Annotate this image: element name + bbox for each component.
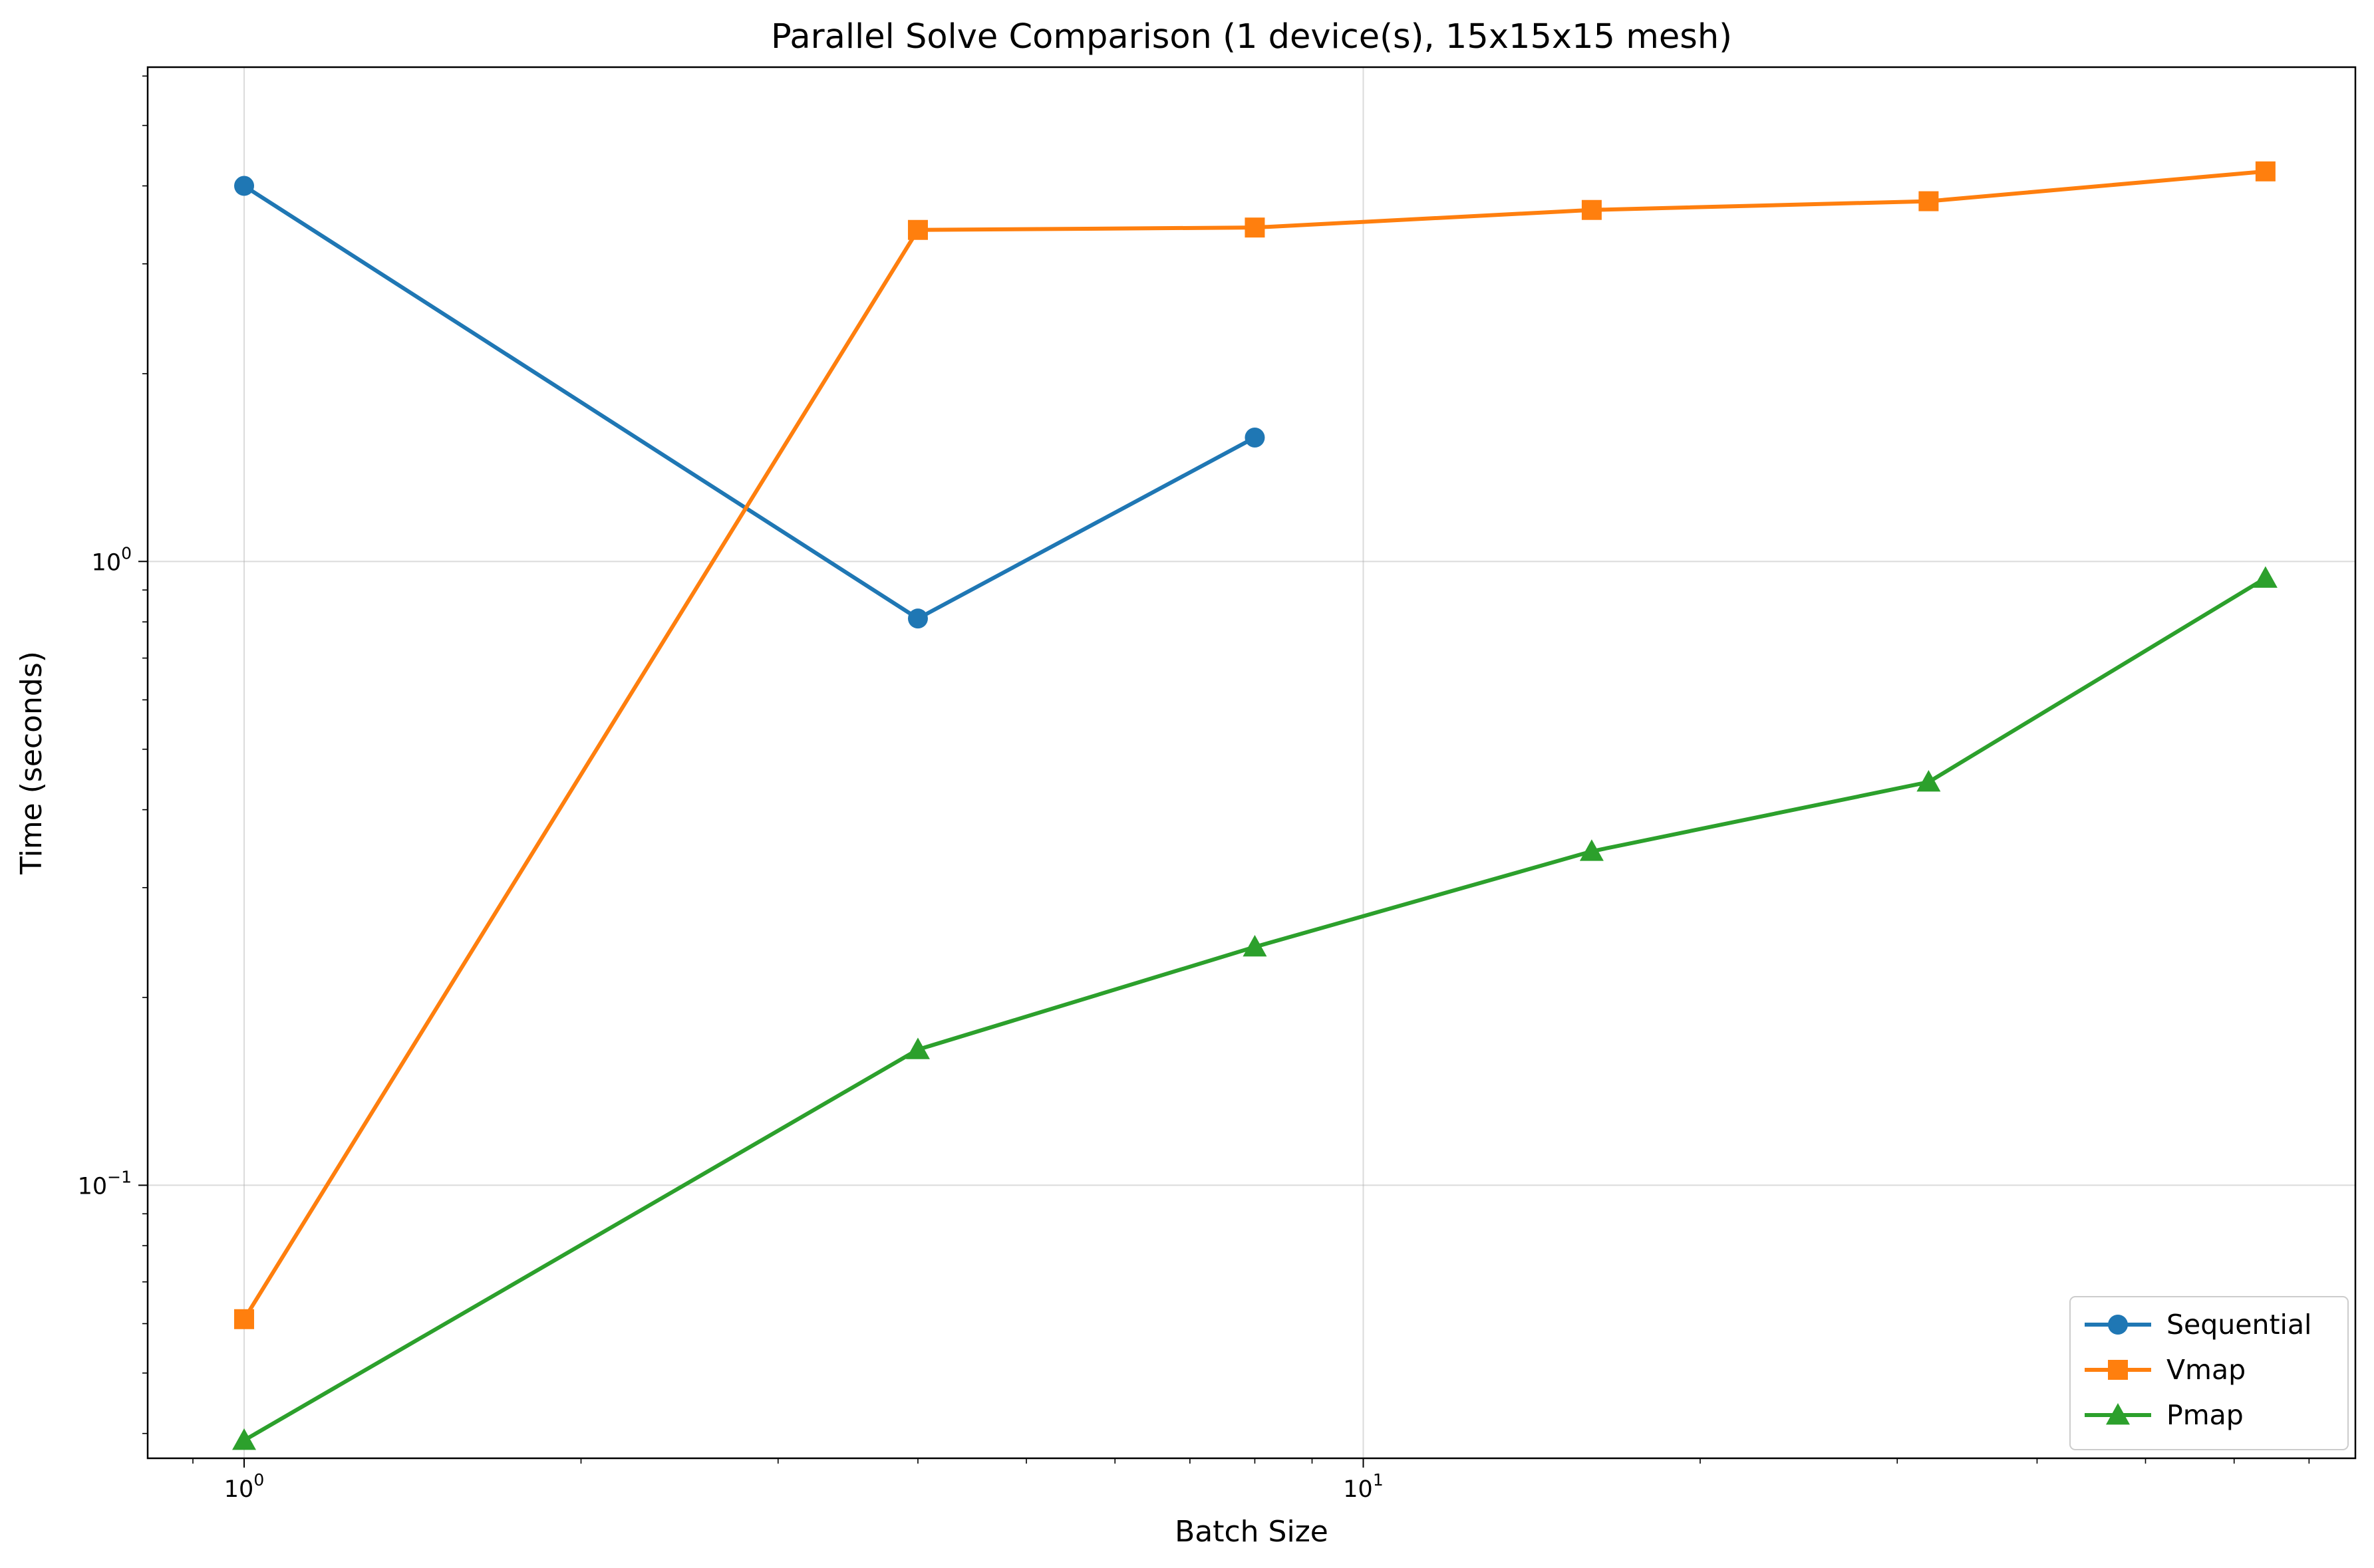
- data-point-pmap: [232, 1428, 257, 1450]
- legend-label: Vmap: [2166, 1354, 2246, 1386]
- legend-marker-circle: [2108, 1315, 2128, 1335]
- data-point-pmap: [2253, 566, 2278, 588]
- legend-item-vmap: Vmap: [2085, 1354, 2246, 1386]
- series-vmap: [234, 161, 2276, 1329]
- legend-item-pmap: Pmap: [2085, 1399, 2244, 1431]
- data-point-vmap: [1918, 191, 1939, 211]
- data-point-vmap: [907, 219, 928, 240]
- legend-marker-square: [2108, 1360, 2128, 1380]
- legend: Sequential Vmap Pmap: [2069, 1296, 2349, 1450]
- data-point-pmap: [1916, 770, 1941, 792]
- y-tick-label: 100: [92, 543, 132, 576]
- legend-label: Pmap: [2166, 1399, 2244, 1431]
- series-line-pmap: [241, 575, 2268, 1444]
- data-point-vmap: [234, 1309, 255, 1329]
- y-axis-label: Time (seconds): [15, 651, 49, 875]
- chart-title: Parallel Solve Comparison (1 device(s), …: [771, 17, 1732, 57]
- data-point-vmap: [2255, 161, 2276, 182]
- data-point-sequential: [234, 176, 255, 196]
- series-line-vmap: [241, 169, 2268, 1322]
- legend-marker-triangle: [2106, 1403, 2130, 1425]
- data-point-vmap: [1245, 217, 1265, 238]
- data-point-pmap: [905, 1037, 930, 1059]
- data-point-vmap: [1581, 199, 1602, 220]
- x-axis-label: Batch Size: [1175, 1515, 1328, 1549]
- tick-layer: 100 101 10−1 100: [78, 75, 2310, 1503]
- series-layer: [232, 161, 2278, 1450]
- data-point-pmap: [1243, 935, 1267, 957]
- legend-item-sequential: Sequential: [2085, 1309, 2311, 1341]
- series-sequential: [234, 176, 1265, 629]
- legend-label: Sequential: [2166, 1309, 2311, 1341]
- y-tick-label: 10−1: [78, 1167, 132, 1200]
- data-point-sequential: [1245, 427, 1265, 448]
- grid-layer: [148, 67, 2355, 1458]
- data-point-sequential: [907, 608, 928, 629]
- data-point-pmap: [1579, 839, 1604, 861]
- plot-area-frame: [146, 66, 2357, 1460]
- series-pmap: [232, 566, 2278, 1450]
- x-tick-label: 100: [224, 1470, 264, 1503]
- x-tick-label: 101: [1343, 1470, 1383, 1503]
- legend-box: [2069, 1296, 2349, 1450]
